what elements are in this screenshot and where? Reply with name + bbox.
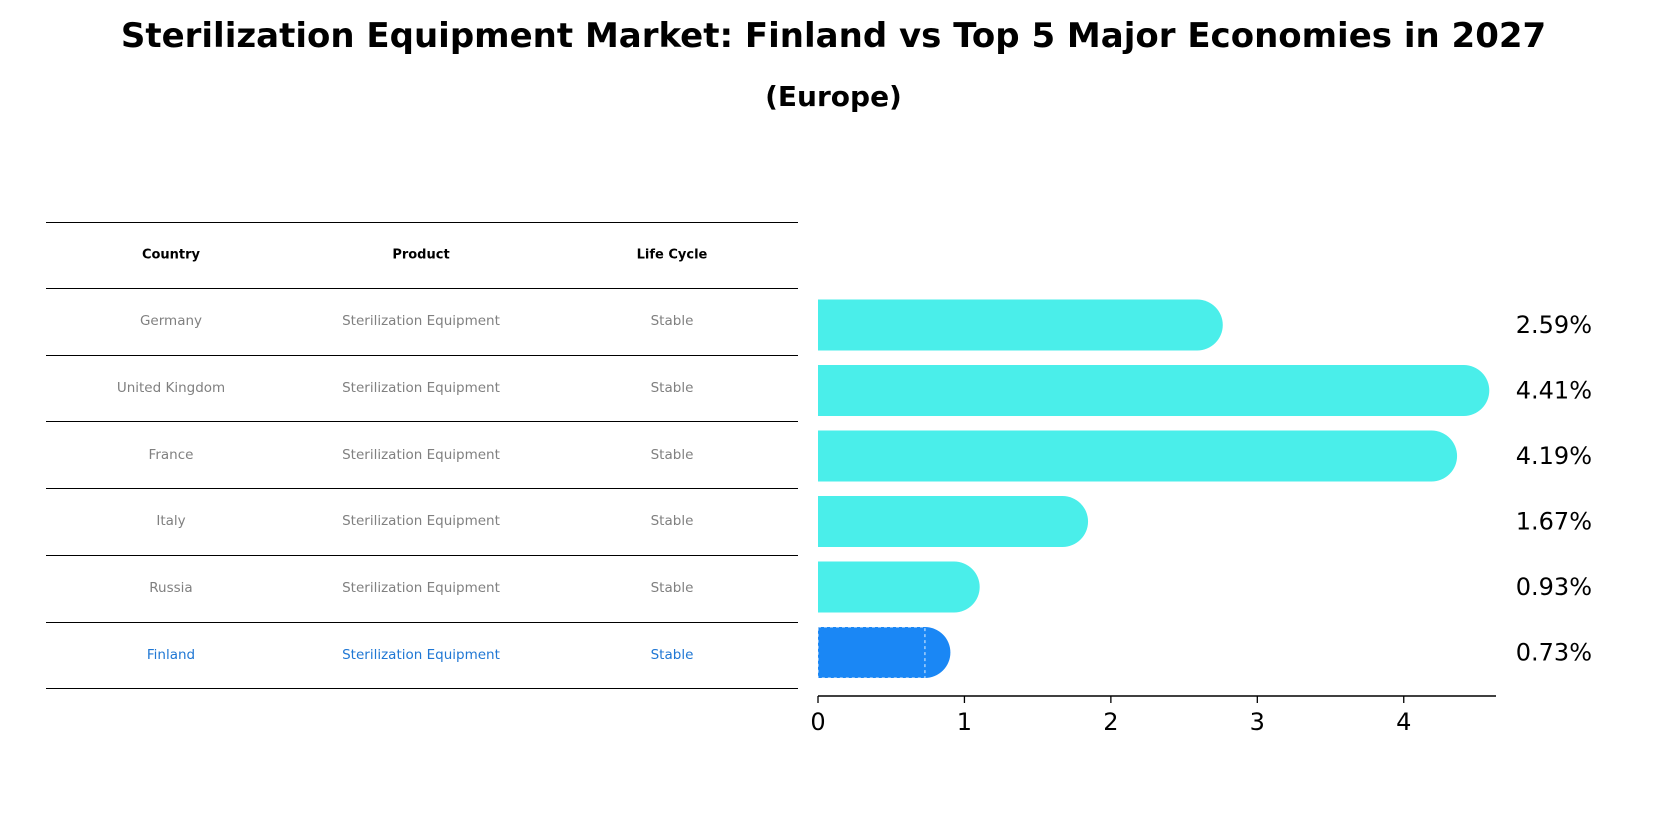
- table-cell: Sterilization Equipment: [342, 446, 500, 463]
- bar-finland: [818, 627, 951, 678]
- x-tick-label: 4: [1396, 708, 1411, 736]
- table-cell: Sterilization Equipment: [342, 380, 500, 397]
- bar-france: [818, 430, 1458, 482]
- table-cell: Sterilization Equipment: [342, 513, 500, 530]
- table-cell: Sterilization Equipment: [342, 313, 500, 330]
- table-cell: Finland: [146, 646, 196, 663]
- bar-germany: [818, 299, 1223, 351]
- x-tick-label: 0: [810, 708, 825, 736]
- bar-highlight-outline: [817, 626, 926, 679]
- bar-italy: [818, 496, 1089, 547]
- table-cell: United Kingdom: [116, 380, 226, 397]
- table-cell: Stable: [650, 446, 694, 463]
- table-cell: Italy: [156, 513, 186, 530]
- table-header-cell: Life Cycle: [636, 247, 708, 263]
- bar-value-label: 4.19%: [1516, 442, 1592, 470]
- bar-value-label: 0.93%: [1516, 573, 1592, 601]
- table-cell: Stable: [650, 313, 694, 330]
- table-cell: Stable: [650, 380, 694, 397]
- bar-value-label: 1.67%: [1516, 508, 1592, 536]
- table-header-cell: Product: [392, 247, 450, 263]
- bar-value-label: 0.73%: [1516, 639, 1592, 667]
- table-header-cell: Country: [141, 247, 201, 263]
- table-rule: [46, 621, 798, 623]
- x-tick-label: 2: [1103, 708, 1118, 736]
- table-rule: [46, 288, 798, 289]
- table-rule: [46, 354, 798, 356]
- bar-value-label: 4.41%: [1516, 377, 1592, 405]
- table-cell: Germany: [139, 313, 203, 330]
- table-rule: [46, 421, 798, 423]
- x-tick-label: 3: [1250, 708, 1265, 736]
- bar-value-label: 2.59%: [1516, 311, 1592, 339]
- chart-title: Sterilization Equipment Market: Finland …: [120, 16, 1547, 56]
- table-cell: Stable: [650, 580, 694, 597]
- table-rule: [46, 488, 798, 490]
- bar-russia: [818, 561, 980, 613]
- table-cell: Sterilization Equipment: [342, 580, 500, 597]
- bar-united-kingdom: [818, 365, 1490, 416]
- x-tick-label: 1: [957, 708, 972, 736]
- table-rule: [46, 688, 798, 690]
- table-cell: Sterilization Equipment: [342, 646, 500, 663]
- table-cell: Stable: [650, 513, 694, 530]
- table-rule: [46, 222, 798, 223]
- table-rule: [46, 554, 798, 556]
- table-cell: Russia: [149, 580, 193, 597]
- table-cell: Stable: [650, 646, 694, 663]
- table-cell: France: [148, 446, 194, 463]
- chart-subtitle: (Europe): [765, 80, 902, 113]
